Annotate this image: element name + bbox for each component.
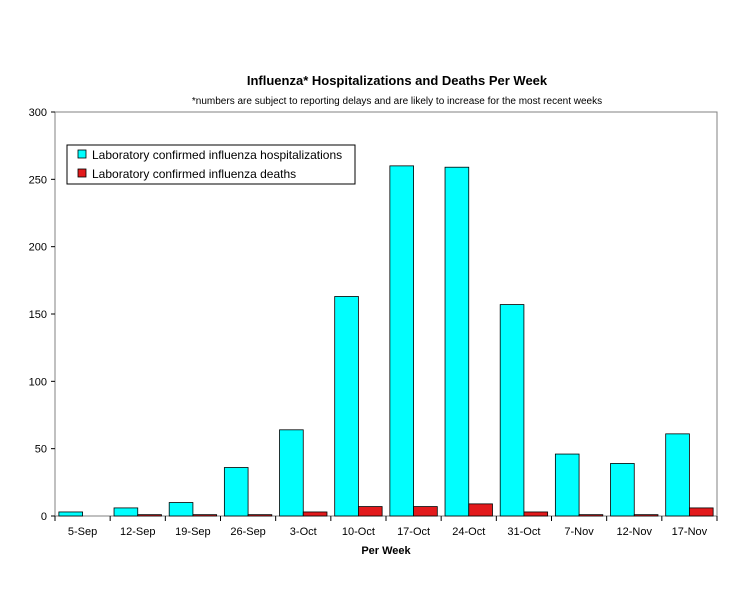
y-tick-label: 250 [29, 174, 47, 186]
bar-deaths [358, 506, 383, 517]
legend: Laboratory confirmed influenza hospitali… [66, 144, 356, 185]
x-tick-label: 12-Nov [617, 526, 653, 538]
bar-hospitalizations [665, 433, 690, 517]
bar-hospitalizations [554, 453, 580, 517]
legend-label: Laboratory confirmed influenza deaths [92, 167, 296, 181]
x-tick-label: 12-Sep [120, 526, 155, 538]
bar-hospitalizations [610, 463, 635, 517]
bar-deaths [247, 514, 273, 517]
bar-hospitalizations [444, 166, 470, 517]
x-tick-label: 26-Sep [230, 526, 265, 538]
x-tick-label: 10-Oct [342, 526, 375, 538]
bar-hospitalizations [334, 296, 359, 517]
bar-deaths [413, 506, 438, 517]
bar-deaths [192, 514, 218, 517]
bars [58, 165, 714, 517]
x-axis-label: Per Week [361, 545, 411, 557]
bar-deaths [633, 514, 659, 517]
legend-swatch [77, 168, 87, 178]
bar-deaths [523, 511, 549, 517]
y-tick-label: 300 [29, 107, 47, 119]
chart-title: Influenza* Hospitalizations and Deaths P… [246, 73, 548, 88]
x-axis: 5-Sep 12-Sep 19-Sep 26-Sep 3-Oct 10-Oct 17-Oct… [54, 516, 718, 538]
bar-deaths [137, 514, 162, 517]
bar-hospitalizations [279, 429, 304, 517]
bar-deaths [578, 514, 604, 517]
bar-hospitalizations [389, 165, 414, 517]
x-tick-label: 3-Oct [290, 526, 317, 538]
bar-hospitalizations [223, 467, 249, 517]
legend-label: Laboratory confirmed influenza hospitali… [92, 148, 342, 162]
x-tick-label: 24-Oct [452, 526, 485, 538]
x-tick-label: 31-Oct [507, 526, 540, 538]
y-axis: 0 50 100 150 200 250 300 [29, 107, 55, 523]
y-tick-label: 50 [35, 444, 47, 456]
y-tick-label: 150 [29, 309, 47, 321]
bar-hospitalizations [113, 507, 139, 517]
bar-hospitalizations [58, 511, 83, 517]
x-tick-label: 7-Nov [564, 526, 594, 538]
y-tick-label: 0 [41, 511, 47, 523]
x-tick-label: 17-Oct [397, 526, 430, 538]
bar-deaths [689, 507, 714, 517]
bar-deaths [302, 511, 328, 517]
legend-box [66, 144, 356, 185]
bar-deaths [468, 503, 493, 517]
chart-subtitle: *numbers are subject to reporting delays… [191, 96, 603, 107]
bar-hospitalizations [499, 304, 525, 517]
legend-swatch [77, 149, 87, 159]
y-tick-label: 100 [29, 376, 47, 388]
x-tick-label: 17-Nov [672, 526, 708, 538]
bar-hospitalizations [168, 502, 194, 517]
x-tick-label: 5-Sep [68, 526, 97, 538]
x-tick-label: 19-Sep [175, 526, 210, 538]
y-tick-label: 200 [29, 242, 47, 254]
